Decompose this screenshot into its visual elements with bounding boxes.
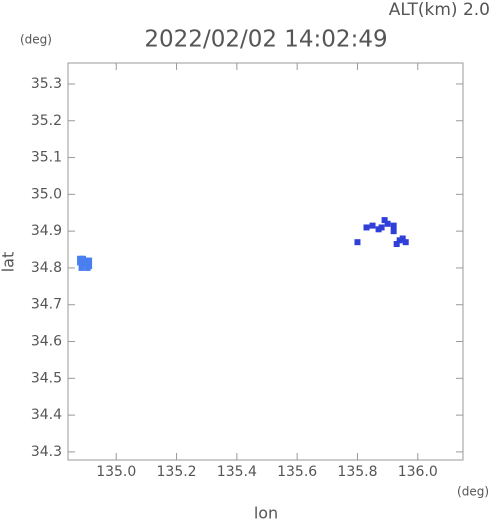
point xyxy=(84,264,91,271)
y-tick-label: 35.3 xyxy=(31,76,62,92)
x-tick-label: 136.0 xyxy=(398,464,438,480)
point xyxy=(363,224,370,231)
x-tick-label: 135.6 xyxy=(277,464,317,480)
point xyxy=(390,222,397,229)
point xyxy=(83,261,90,268)
point xyxy=(354,239,361,246)
x-unit: (deg) xyxy=(457,485,489,499)
chart-title: 2022/02/02 14:02:49 xyxy=(144,27,387,53)
y-tick-label: 34.7 xyxy=(31,297,62,313)
point xyxy=(396,237,403,244)
point xyxy=(80,255,87,262)
x-tick-label: 135.4 xyxy=(217,464,257,480)
point xyxy=(86,257,93,264)
y-tick-label: 34.4 xyxy=(31,407,62,423)
y-tick-label: 34.6 xyxy=(31,334,62,350)
x-tick-label: 135.2 xyxy=(157,464,197,480)
x-axis-label: lon xyxy=(254,504,278,522)
y-tick-label: 35.2 xyxy=(31,113,62,129)
y-tick-label: 34.8 xyxy=(31,260,62,276)
point xyxy=(393,241,400,248)
point xyxy=(369,222,376,229)
y-tick-label: 34.5 xyxy=(31,370,62,386)
y-axis-label: lat xyxy=(0,252,18,273)
point xyxy=(399,235,406,242)
point xyxy=(78,264,85,271)
point xyxy=(77,259,84,266)
y-tick-label: 34.3 xyxy=(31,444,62,460)
point xyxy=(83,257,90,264)
point xyxy=(381,217,388,224)
plot-frame xyxy=(67,62,464,461)
x-tick-label: 135.8 xyxy=(337,464,377,480)
y-tick-label: 35.0 xyxy=(31,186,62,202)
point xyxy=(80,261,87,268)
y-unit: (deg) xyxy=(20,33,52,47)
x-tick-label: 135.0 xyxy=(96,464,136,480)
point xyxy=(402,239,409,246)
point xyxy=(378,224,385,231)
point xyxy=(384,220,391,227)
y-tick-label: 34.9 xyxy=(31,223,62,239)
point xyxy=(77,255,84,262)
point xyxy=(390,228,397,235)
point xyxy=(375,226,382,233)
chart-subtitle: ALT(km) 2.0 xyxy=(389,0,490,20)
y-tick-label: 35.1 xyxy=(31,150,62,166)
